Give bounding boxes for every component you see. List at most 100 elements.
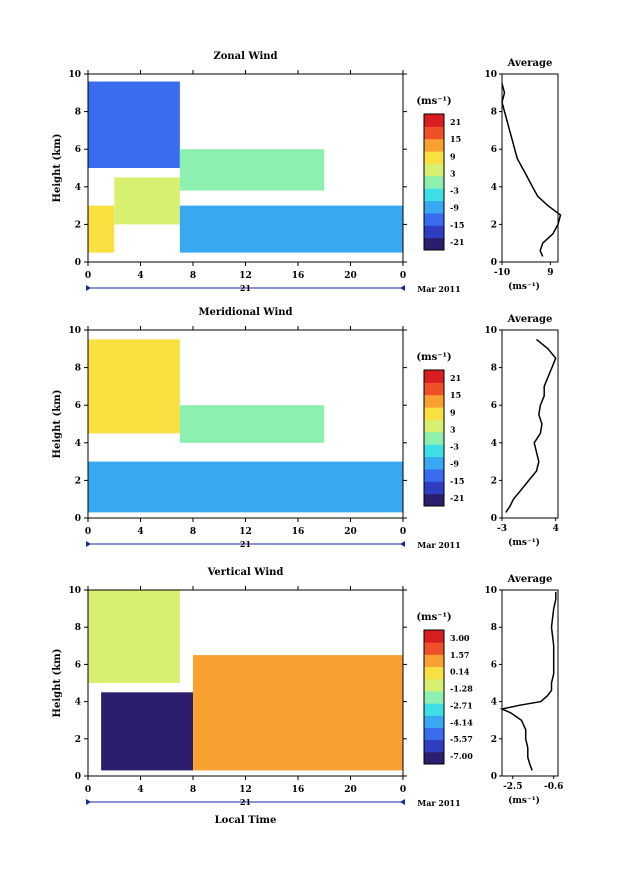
date-label: Mar 2011: [417, 798, 460, 808]
y-tick-label: 4: [75, 698, 81, 708]
colorbar-swatch: [424, 727, 444, 741]
day-label: 21: [240, 283, 251, 293]
panel-3: [84, 586, 559, 805]
colorbar-tick-label: 3: [450, 424, 456, 434]
colorbar-tick-label: 21: [450, 117, 461, 127]
x-tick-label: 16: [292, 271, 305, 281]
colorbar-unit: (ms⁻¹): [416, 612, 451, 623]
x-tick-label: 0: [85, 271, 91, 281]
colorbar-swatch: [424, 690, 444, 704]
average-y-tick-label: 8: [491, 364, 497, 374]
colorbar-swatch: [424, 212, 444, 226]
colorbar-tick-label: -2.71: [450, 700, 473, 710]
y-tick-label: 10: [68, 586, 81, 596]
panel-1: [84, 70, 562, 291]
colorbar-frame: [423, 369, 445, 507]
colorbar-swatch: [424, 237, 444, 251]
colorbar-tick-label: 3.00: [450, 633, 470, 643]
colorbar-tick-label: -5.57: [450, 734, 473, 744]
average-y-tick-label: 8: [491, 108, 497, 118]
colorbar-swatch: [424, 751, 444, 765]
colorbar-swatch: [424, 151, 444, 164]
y-tick-label: 6: [75, 401, 81, 411]
average-y-tick-label: 2: [491, 735, 497, 745]
average-profile-line: [505, 338, 557, 513]
average-x-tick-label: -0.6: [544, 782, 563, 792]
y-tick-label: 8: [75, 108, 81, 118]
average-frame: [501, 589, 559, 777]
colorbar-swatch: [424, 493, 444, 507]
y-tick-label: 6: [75, 145, 81, 155]
y-tick-label: 6: [75, 660, 81, 670]
date-label: Mar 2011: [417, 284, 460, 294]
colorbar-tick-label: 15: [450, 390, 461, 400]
colorbar-swatch: [424, 200, 444, 214]
average-frame: [501, 73, 559, 263]
colorbar-tick-label: 9: [450, 151, 456, 161]
x-tick-label: 12: [239, 527, 252, 537]
y-tick-label: 0: [75, 514, 81, 524]
x-axis-label: Local Time: [215, 815, 277, 826]
average-x-tick-label: -2.5: [503, 782, 522, 792]
colorbar-swatch: [424, 394, 444, 408]
colorbar-tick-label: 15: [450, 134, 461, 144]
heatmap-cell: [88, 339, 180, 434]
colorbar-tick-label: 3: [450, 168, 456, 178]
colorbar-tick-label: -3: [450, 186, 459, 196]
colorbar-tick-label: -9: [450, 459, 459, 469]
average-x-label: (ms⁻¹): [508, 537, 540, 548]
colorbar-swatch: [424, 431, 444, 445]
average-y-tick-label: 6: [491, 145, 497, 155]
colorbar-tick-label: -21: [450, 237, 464, 247]
y-tick-label: 8: [75, 364, 81, 374]
average-frame: [501, 329, 559, 519]
y-tick-label: 0: [75, 772, 81, 782]
panel-title: Zonal Wind: [213, 51, 277, 62]
x-tick-label: 8: [190, 785, 196, 795]
x-tick-label: 16: [292, 785, 305, 795]
x-tick-label: 0: [85, 785, 91, 795]
y-tick-label: 8: [75, 623, 81, 633]
average-profile-line: [499, 591, 557, 771]
average-title: Average: [507, 58, 553, 69]
panel-title: Meridional Wind: [198, 307, 292, 318]
colorbar-swatch: [424, 370, 444, 383]
average-y-tick-label: 8: [491, 623, 497, 633]
day-line-marker: [86, 285, 91, 291]
colorbar-swatch: [424, 630, 444, 643]
colorbar-swatch: [424, 444, 444, 458]
panel-2: [84, 326, 559, 547]
colorbar-swatch: [424, 382, 444, 396]
day-label: 21: [240, 797, 251, 807]
colorbar-swatch: [424, 138, 444, 152]
colorbar-swatch: [424, 715, 444, 728]
colorbar-swatch: [424, 163, 444, 177]
y-tick-label: 4: [75, 183, 81, 193]
colorbar-swatch: [424, 703, 444, 716]
colorbar-swatch: [424, 678, 444, 692]
average-profile-line: [501, 83, 562, 257]
y-axis-label: Height (km): [52, 134, 63, 203]
colorbar-unit: (ms⁻¹): [416, 352, 451, 363]
x-tick-label: 0: [400, 785, 406, 795]
average-y-tick-label: 6: [491, 660, 497, 670]
colorbar-tick-label: -4.14: [450, 717, 473, 727]
x-tick-label: 16: [292, 527, 305, 537]
colorbar-tick-label: -1.28: [450, 684, 473, 694]
colorbar-tick-label: 9: [450, 407, 456, 417]
colorbar-swatch: [424, 456, 444, 470]
colorbar-tick-label: 0.14: [450, 667, 470, 677]
y-tick-label: 2: [75, 735, 81, 745]
day-line-marker: [86, 799, 91, 805]
x-tick-label: 20: [344, 271, 357, 281]
heatmap-cell: [114, 177, 180, 225]
colorbar-tick-label: -3: [450, 442, 459, 452]
x-tick-label: 8: [190, 527, 196, 537]
colorbar-tick-label: -15: [450, 220, 464, 230]
y-tick-label: 4: [75, 439, 81, 449]
day-line-marker: [400, 799, 405, 805]
colorbar-swatch: [424, 739, 444, 753]
x-tick-label: 20: [344, 785, 357, 795]
x-tick-label: 4: [137, 785, 143, 795]
